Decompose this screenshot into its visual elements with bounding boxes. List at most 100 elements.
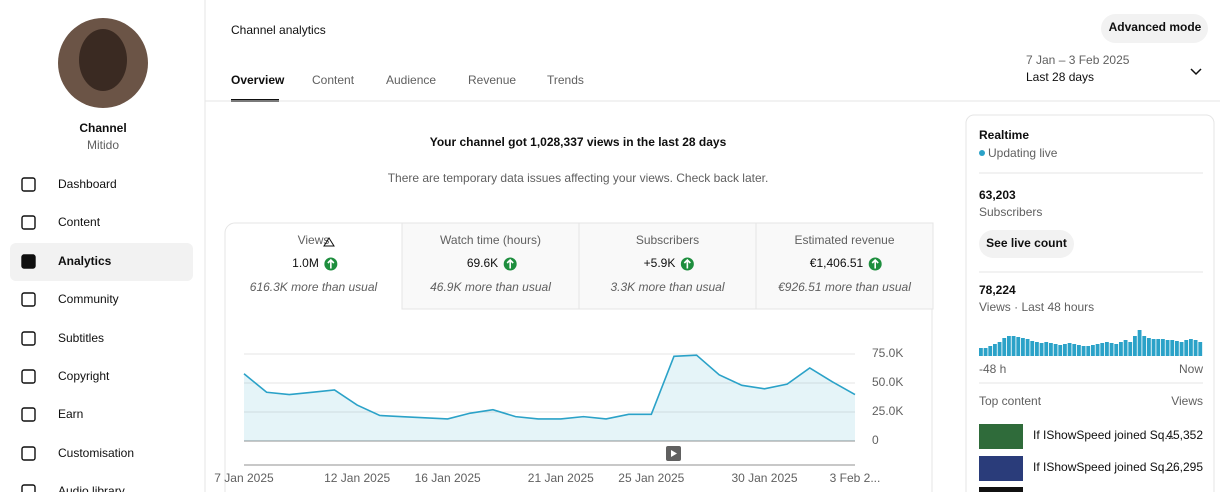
date-range: 7 Jan – 3 Feb 2025 [1026,53,1130,67]
y-tick-label: 25.0K [872,404,903,418]
metric-value: +5.9K [644,256,676,270]
video-title[interactable]: If IShowSpeed joined Sq... [1033,460,1174,474]
area [244,355,855,441]
bar [1114,344,1119,356]
bar [1072,344,1077,356]
nav-item[interactable]: Analytics [58,254,112,268]
bar [1128,342,1133,356]
period[interactable]: Last 28 days [1026,70,1094,84]
bar [1175,341,1179,356]
y-tick-label: 75.0K [872,346,903,360]
nav-item[interactable]: Content [58,215,101,229]
nav-item[interactable]: Subtitles [58,331,104,345]
x-tick-label: 21 Jan 2025 [528,471,594,485]
nav-icon [21,446,36,461]
metric-note: 616.3K more than usual [250,280,378,294]
realtime-title: Realtime [979,128,1029,142]
bar [1011,336,1016,356]
channel-handle: Mitido [87,138,119,152]
bar [1170,340,1175,356]
tab[interactable]: Audience [386,73,436,87]
trend-up-arrow [871,258,879,269]
avatar-face [79,29,127,91]
bar [1091,345,1095,356]
bar [1058,345,1063,356]
bar [997,342,1002,356]
video-title[interactable]: If IShowSpeed joined Sq... [1033,428,1174,442]
metric-label: Views [298,233,330,247]
nav-icon [21,215,36,230]
y-tick-label: 50.0K [872,375,903,389]
bar [1161,339,1165,356]
realtime-start: -48 h [979,362,1006,376]
y-tick-label: 0 [872,433,879,447]
realtime-end: Now [1179,362,1203,376]
bar [1198,342,1203,356]
headline: Your channel got 1,028,337 views in the … [430,135,727,149]
metric-value: 1.0M [292,256,319,270]
bar [1119,342,1123,356]
realtime-card [965,114,1215,492]
bar [1030,341,1035,356]
bar [1137,330,1142,356]
subscriber-count: 63,203 [979,188,1016,202]
notice: There are temporary data issues affectin… [388,171,769,185]
live-count-button[interactable] [979,230,1074,258]
bar [1081,346,1086,356]
metric-tab-bg[interactable] [401,222,580,310]
x-tick-label: 3 Feb 2... [830,471,881,485]
x-tick-label: 16 Jan 2025 [415,471,481,485]
thumbnail[interactable] [979,456,1023,481]
metric-note: 46.9K more than usual [430,280,551,294]
nav-item[interactable]: Customisation [58,446,134,460]
metric-tab-bg[interactable] [755,222,934,310]
bar [1049,343,1053,356]
bar [1035,342,1039,356]
line [243,354,856,420]
bar [1165,340,1170,356]
metric-value: €1,406.51 [810,256,864,270]
tab[interactable]: Trends [547,73,584,87]
tab[interactable]: Content [312,73,355,87]
bar [1179,342,1184,356]
bar [1086,346,1091,356]
nav-item[interactable]: Earn [58,407,83,421]
metric-tab-bg[interactable] [578,222,757,310]
video-views: 26,295 [1166,460,1203,474]
x-tick-label: 7 Jan 2025 [214,471,274,485]
nav-item[interactable]: Copyright [58,369,110,383]
bar [1002,338,1007,356]
nav-item[interactable]: Audio library [58,484,125,492]
bar [1156,339,1161,356]
nav-icon [21,177,36,192]
metric-note: 3.3K more than usual [610,280,724,294]
thumbnail[interactable] [979,487,1023,492]
advanced-mode-button[interactable] [1101,14,1208,43]
metric-value: 69.6K [467,256,498,270]
nav-item[interactable]: Community [58,292,119,306]
nav-icon [21,407,36,422]
bar [1077,345,1081,356]
thumbnail[interactable] [979,424,1023,449]
bar [1100,343,1105,356]
bar [988,346,993,356]
bar [1123,340,1128,356]
views-header: Views [1171,394,1203,408]
bar [1095,344,1100,356]
bar [983,348,988,356]
live-count-label: See live count [986,236,1067,250]
nav-highlight [10,243,193,281]
metric-note: €926.51 more than usual [778,280,911,294]
nav-item[interactable]: Dashboard [58,177,117,191]
tab[interactable]: Overview [231,73,285,87]
realtime-views: 78,224 [979,283,1016,297]
tab[interactable]: Revenue [468,73,516,87]
warning-icon [323,237,335,247]
bar [1142,336,1147,356]
metric-label: Watch time (hours) [440,233,541,247]
bar [1044,342,1049,356]
period-chevron[interactable] [1190,68,1202,76]
bar [1147,338,1151,356]
